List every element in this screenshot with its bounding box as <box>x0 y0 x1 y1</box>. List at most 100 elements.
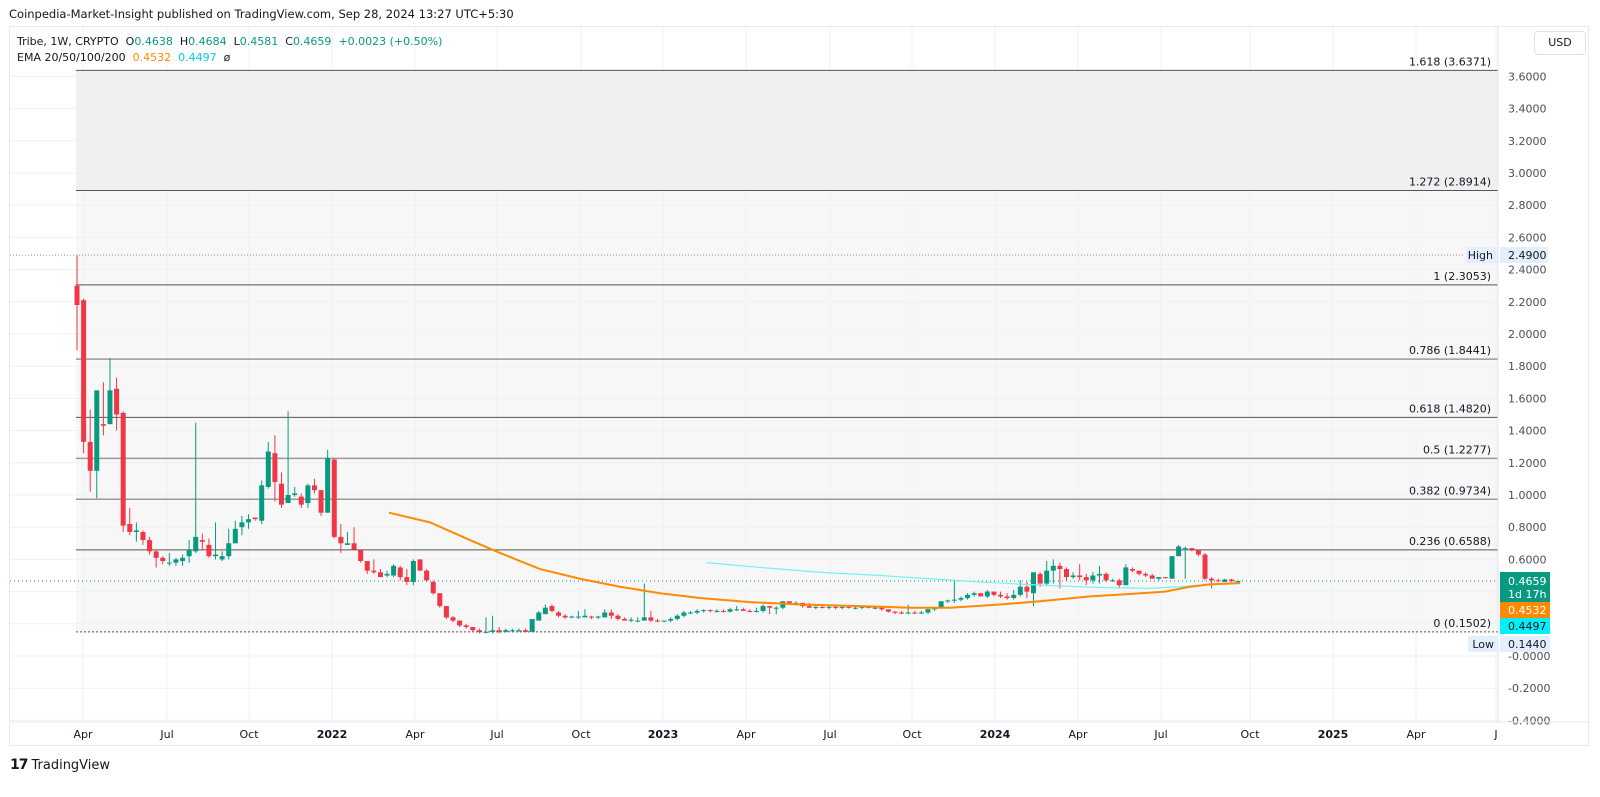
candle-down[interactable] <box>430 581 436 594</box>
candle-down[interactable] <box>371 570 377 573</box>
candle-down[interactable] <box>1116 580 1122 586</box>
candle-down[interactable] <box>278 483 284 505</box>
candle-down[interactable] <box>81 300 87 442</box>
candle-up[interactable] <box>1182 548 1188 550</box>
candle-up[interactable] <box>133 530 139 533</box>
candle-up[interactable] <box>391 565 397 576</box>
candle-down[interactable] <box>1189 548 1195 550</box>
candle-down[interactable] <box>885 609 891 612</box>
candle-up[interactable] <box>918 612 924 614</box>
candle-down[interactable] <box>1202 554 1208 579</box>
candle-down[interactable] <box>767 606 773 608</box>
candle-down[interactable] <box>351 543 357 550</box>
candle-down[interactable] <box>127 523 133 533</box>
candle-up[interactable] <box>259 485 265 521</box>
symbol-title[interactable]: Tribe, 1W, CRYPTO <box>17 35 119 48</box>
candle-up[interactable] <box>839 606 845 608</box>
candle-down[interactable] <box>140 532 146 541</box>
candle-up[interactable] <box>166 562 172 564</box>
candle-down[interactable] <box>1143 573 1149 576</box>
candle-down[interactable] <box>397 567 403 578</box>
candle-up[interactable] <box>925 609 931 613</box>
candle-up[interactable] <box>325 457 331 513</box>
candle-up[interactable] <box>701 610 707 612</box>
candle-up[interactable] <box>727 609 733 612</box>
candle-up[interactable] <box>173 559 179 563</box>
candle-up[interactable] <box>734 609 740 611</box>
candle-up[interactable] <box>503 630 509 632</box>
candle-down[interactable] <box>331 459 337 537</box>
candle-up[interactable] <box>984 591 990 597</box>
candle-down[interactable] <box>1037 573 1043 584</box>
candle-down[interactable] <box>1057 565 1063 570</box>
candle-up[interactable] <box>635 620 641 622</box>
candle-up[interactable] <box>180 557 186 562</box>
candle-up[interactable] <box>490 630 496 632</box>
candle-down[interactable] <box>74 285 80 306</box>
candle-down[interactable] <box>147 540 153 552</box>
ema50-line[interactable] <box>706 562 1241 589</box>
currency-button[interactable]: USD <box>1534 31 1586 55</box>
candle-down[interactable] <box>377 572 383 578</box>
candle-down[interactable] <box>404 577 410 582</box>
candle-up[interactable] <box>965 594 971 599</box>
candle-up[interactable] <box>232 528 238 544</box>
candle-up[interactable] <box>542 607 548 615</box>
candle-up[interactable] <box>226 543 232 557</box>
candle-down[interactable] <box>1136 570 1142 574</box>
candle-up[interactable] <box>246 519 252 523</box>
candle-down[interactable] <box>615 615 621 619</box>
candle-down[interactable] <box>443 606 449 618</box>
tradingview-logo[interactable]: 17 TradingView <box>10 757 110 773</box>
candle-down[interactable] <box>978 593 984 597</box>
candle-up[interactable] <box>945 600 951 602</box>
candle-up[interactable] <box>687 612 693 614</box>
candle-up[interactable] <box>1044 570 1050 584</box>
candle-down[interactable] <box>1077 575 1083 578</box>
candle-down[interactable] <box>707 610 713 612</box>
candle-up[interactable] <box>958 598 964 600</box>
candle-down[interactable] <box>879 607 885 610</box>
candle-up[interactable] <box>852 607 858 609</box>
candle-up[interactable] <box>714 610 720 612</box>
candle-down[interactable] <box>556 612 562 616</box>
candle-down[interactable] <box>160 557 166 562</box>
candle-up[interactable] <box>1011 594 1017 599</box>
candle-up[interactable] <box>1123 567 1129 586</box>
candle-down[interactable] <box>450 617 456 621</box>
candle-down[interactable] <box>153 551 159 558</box>
candle-down[interactable] <box>833 606 839 608</box>
last-price-badge[interactable] <box>1500 572 1550 602</box>
candle-down[interactable] <box>100 424 106 426</box>
candle-up[interactable] <box>681 612 687 616</box>
candle-up[interactable] <box>1169 556 1175 579</box>
candle-down[interactable] <box>747 610 753 612</box>
candle-up[interactable] <box>661 620 667 622</box>
candle-down[interactable] <box>206 544 212 557</box>
candle-down[interactable] <box>1162 577 1168 579</box>
candle-down[interactable] <box>1103 573 1109 581</box>
candle-down[interactable] <box>87 441 93 471</box>
ema-label[interactable]: EMA 20/50/100/200 <box>17 51 126 64</box>
candle-up[interactable] <box>628 619 634 621</box>
candle-down[interactable] <box>608 612 614 616</box>
candle-up[interactable] <box>674 615 680 619</box>
candle-up[interactable] <box>265 451 271 487</box>
candle-down[interactable] <box>272 453 278 483</box>
candle-up[interactable] <box>186 549 192 557</box>
candle-down[interactable] <box>417 559 423 571</box>
candle-down[interactable] <box>899 612 905 614</box>
candle-up[interactable] <box>1017 586 1023 595</box>
candle-up[interactable] <box>641 617 647 621</box>
candle-up[interactable] <box>384 573 390 576</box>
candle-up[interactable] <box>773 607 779 609</box>
candle-down[interactable] <box>1215 580 1221 582</box>
candle-down[interactable] <box>892 611 898 613</box>
candle-down[interactable] <box>786 601 792 603</box>
candle-down[interactable] <box>1195 549 1201 555</box>
candle-down[interactable] <box>457 620 463 626</box>
candle-up[interactable] <box>516 630 522 632</box>
candle-down[interactable] <box>523 630 529 632</box>
candle-down[interactable] <box>998 594 1004 597</box>
candle-up[interactable] <box>1176 546 1182 557</box>
